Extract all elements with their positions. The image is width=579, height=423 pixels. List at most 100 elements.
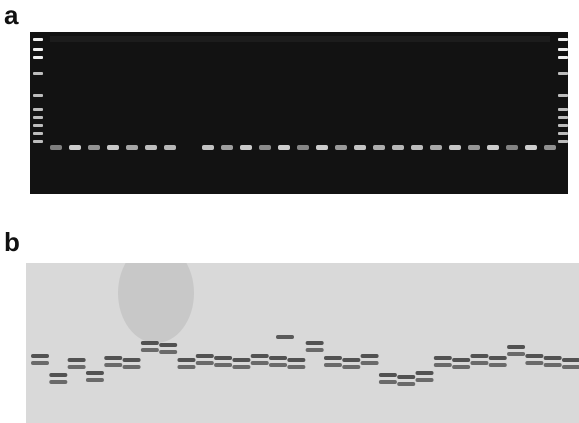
- blot-band-lower: [177, 365, 196, 369]
- blot-band-lower: [85, 378, 104, 382]
- marker-band: [558, 72, 568, 75]
- blot-band-upper: [488, 356, 507, 360]
- blot-band-upper: [195, 354, 214, 358]
- gel-band: [126, 145, 138, 150]
- blot-band-upper: [85, 371, 104, 375]
- blot-band-upper: [159, 343, 178, 347]
- blot-band-lower: [250, 361, 269, 365]
- marker-band: [558, 56, 568, 59]
- blot-band-lower: [104, 363, 123, 367]
- blot-band-lower: [488, 363, 507, 367]
- blot-band-lower: [214, 363, 233, 367]
- blot-band-upper: [415, 371, 434, 375]
- blot-band-lower: [305, 348, 324, 352]
- gel-band: [335, 145, 347, 150]
- gel-band: [240, 145, 252, 150]
- gel-band: [221, 145, 233, 150]
- marker-band: [33, 108, 43, 111]
- blot-band-lower: [122, 365, 141, 369]
- blot-band-lower: [378, 380, 397, 384]
- marker-band: [558, 116, 568, 119]
- blot-band-upper: [305, 341, 324, 345]
- gel-band: [316, 145, 328, 150]
- blot-band-lower: [342, 365, 361, 369]
- marker-band: [33, 116, 43, 119]
- blot-band-lower: [140, 348, 159, 352]
- blot-band-upper: [49, 373, 68, 377]
- blot-band-lower: [323, 363, 342, 367]
- blot-band-upper: [214, 356, 233, 360]
- gel-band: [468, 145, 480, 150]
- blot-band-upper: [287, 358, 306, 362]
- blot-band-upper: [323, 356, 342, 360]
- gel-band: [88, 145, 100, 150]
- blot-band-lower: [67, 365, 86, 369]
- blot-band-lower: [360, 361, 379, 365]
- blot-band-lower: [31, 361, 49, 365]
- gel-band: [373, 145, 385, 150]
- marker-band: [33, 94, 43, 97]
- blot-band-upper: [360, 354, 379, 358]
- blot-band-upper: [342, 358, 361, 362]
- panel-a-label: a: [4, 0, 19, 30]
- gel-band: [354, 145, 366, 150]
- agarose-gel-panel: [30, 32, 568, 194]
- blot-band-lower: [562, 365, 579, 369]
- blot-band-lower: [525, 361, 544, 365]
- blot-band-upper: [378, 373, 397, 377]
- gel-band: [145, 145, 157, 150]
- blot-background: [26, 263, 579, 423]
- blot-band-upper: [525, 354, 544, 358]
- gel-band: [411, 145, 423, 150]
- gel-wells: [50, 36, 550, 42]
- blot-band-lower: [49, 380, 68, 384]
- blot-band-lower: [269, 363, 288, 367]
- blot-band-lower: [433, 363, 452, 367]
- marker-band: [558, 38, 568, 41]
- marker-band: [558, 140, 568, 143]
- gel-image: [30, 32, 568, 194]
- gel-band: [392, 145, 404, 150]
- blot-band-lower: [470, 361, 489, 365]
- blot-band-lower: [452, 365, 471, 369]
- blot-band-lower: [159, 350, 178, 354]
- blot-band-upper: [67, 358, 86, 362]
- blot-band-upper: [177, 358, 196, 362]
- blot-band-lower: [287, 365, 306, 369]
- marker-ladder-left: [33, 38, 43, 143]
- gel-band: [430, 145, 442, 150]
- blot-band-upper: [104, 356, 123, 360]
- marker-band: [558, 108, 568, 111]
- marker-band: [558, 48, 568, 51]
- blot-band-lower: [397, 382, 416, 386]
- gel-band: [69, 145, 81, 150]
- blot-band-lower: [232, 365, 251, 369]
- marker-band: [33, 140, 43, 143]
- blot-band-upper: [250, 354, 269, 358]
- gel-background: [30, 32, 568, 194]
- gel-band: [544, 145, 556, 150]
- gel-band: [259, 145, 271, 150]
- blot-band-upper: [452, 358, 471, 362]
- blot-band-upper: [433, 356, 452, 360]
- blot-image: [26, 263, 579, 423]
- marker-band: [33, 124, 43, 127]
- blot-band-upper: [562, 358, 579, 362]
- blot-band-high: [276, 335, 294, 339]
- blot-smudge: [118, 263, 194, 343]
- blot-band-upper: [269, 356, 288, 360]
- gel-band: [202, 145, 214, 150]
- marker-band: [558, 132, 568, 135]
- marker-band: [33, 38, 43, 41]
- marker-band: [558, 94, 568, 97]
- marker-band: [33, 48, 43, 51]
- gel-band: [278, 145, 290, 150]
- blot-band-lower: [195, 361, 214, 365]
- gel-band: [164, 145, 176, 150]
- blot-band-upper: [470, 354, 489, 358]
- marker-band: [33, 56, 43, 59]
- blot-band-lower: [415, 378, 434, 382]
- blot-band-upper: [140, 341, 159, 345]
- gel-band: [449, 145, 461, 150]
- gel-band: [506, 145, 518, 150]
